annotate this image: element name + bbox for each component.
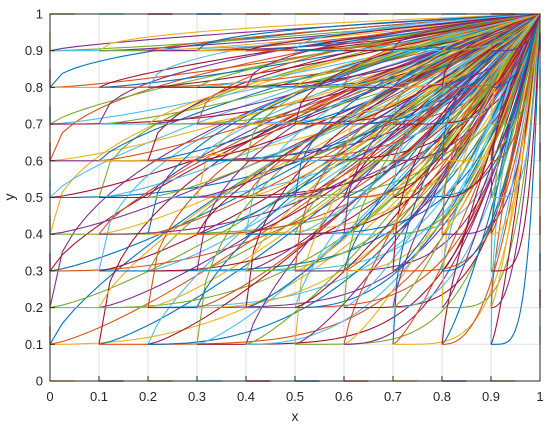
- curve-series: [343, 13, 541, 88]
- y-tick-label: 0.7: [25, 117, 43, 132]
- curve-series: [491, 13, 541, 88]
- x-tick-label: 0.2: [139, 389, 157, 404]
- y-tick-label: 0: [36, 374, 43, 389]
- curve-series: [491, 13, 541, 345]
- y-tick-label: 0.8: [25, 80, 43, 95]
- curve-series: [490, 13, 541, 162]
- curve-series: [491, 13, 541, 199]
- y-tick-label: 1: [36, 7, 43, 22]
- curve-series: [442, 13, 541, 52]
- curve-series: [392, 13, 541, 235]
- y-tick-label: 0.5: [25, 190, 43, 205]
- x-tick-label: 0.5: [286, 389, 304, 404]
- y-tick-label: 0.9: [25, 43, 43, 58]
- curve-series: [245, 13, 541, 272]
- x-tick-label: 0.1: [90, 389, 108, 404]
- curve-series: [147, 13, 541, 272]
- y-ticks: 0 0.1 0.2 0.3 0.4 0.5 0.6 0.7 0.8 0.9 1: [25, 7, 55, 389]
- curve-series: [392, 13, 541, 52]
- y-tick-label: 0.1: [25, 337, 43, 352]
- y-tick-label: 0.6: [25, 153, 43, 168]
- curve-series: [442, 13, 541, 162]
- curve-series: [490, 13, 541, 125]
- x-tick-label: 0.8: [433, 389, 451, 404]
- curve-series: [441, 13, 541, 52]
- x-tick-label: 1: [536, 389, 543, 404]
- curve-series: [392, 13, 541, 51]
- curve-series: [245, 13, 541, 309]
- curve-series: [490, 13, 541, 198]
- curve-series: [343, 13, 541, 235]
- curve-series: [295, 13, 541, 162]
- curve-series: [393, 13, 541, 235]
- curve-series: [49, 13, 541, 235]
- curve-series: [490, 13, 541, 52]
- curve-series: [392, 13, 541, 198]
- curves: [49, 13, 541, 382]
- y-axis-label: y: [1, 194, 17, 201]
- curve-series: [490, 13, 541, 235]
- curve-series: [442, 13, 541, 88]
- x-tick-label: 0.3: [188, 389, 206, 404]
- y-tick-label: 0.2: [25, 300, 43, 315]
- curve-series: [344, 13, 541, 125]
- curve-series: [392, 13, 541, 88]
- curve-series: [294, 13, 541, 125]
- x-tick-label: 0.7: [384, 389, 402, 404]
- curve-series: [490, 13, 541, 51]
- curve-series: [245, 13, 541, 52]
- curve-series: [343, 13, 541, 52]
- curve-series: [491, 13, 541, 162]
- curve-series: [490, 13, 541, 88]
- curve-series: [491, 13, 541, 235]
- x-axis-label: x: [292, 408, 299, 424]
- curve-series: [441, 13, 541, 235]
- curve-series: [147, 13, 541, 235]
- curve-series: [441, 13, 541, 52]
- curve-series: [50, 13, 541, 345]
- curve-series: [393, 13, 541, 345]
- curve-series: [442, 13, 541, 309]
- curve-series: [245, 13, 541, 52]
- curve-series: [441, 13, 541, 125]
- curve-series: [490, 13, 541, 345]
- curve-series: [294, 13, 541, 345]
- curve-series: [98, 13, 541, 52]
- curve-series: [344, 13, 541, 345]
- curve-series: [491, 13, 541, 125]
- x-tick-label: 0: [46, 389, 53, 404]
- curve-series: [491, 13, 541, 272]
- curve-series: [49, 13, 541, 309]
- curve-series: [392, 13, 541, 162]
- curve-series: [294, 13, 541, 235]
- x-ticks: 0 0.1 0.2 0.3 0.4 0.5 0.6 0.7 0.8 0.9 1: [46, 376, 544, 404]
- curve-series: [148, 13, 541, 199]
- curve-series: [490, 13, 541, 88]
- curve-series: [344, 13, 541, 199]
- curve-series: [392, 13, 541, 199]
- y-tick-label: 0.4: [25, 227, 43, 242]
- curve-series: [245, 13, 541, 125]
- curve-series: [343, 13, 541, 272]
- curve-series: [246, 13, 541, 88]
- curve-series: [343, 13, 541, 52]
- x-tick-label: 0.6: [335, 389, 353, 404]
- y-tick-label: 0.3: [25, 263, 43, 278]
- curve-series: [442, 13, 541, 199]
- curve-series: [343, 13, 541, 235]
- x-tick-label: 0.9: [482, 389, 500, 404]
- curve-series: [491, 13, 541, 52]
- curve-series: [441, 13, 541, 125]
- curve-series: [490, 13, 541, 235]
- curve-series: [196, 13, 541, 52]
- x-tick-label: 0.4: [237, 389, 255, 404]
- curve-series: [441, 13, 541, 345]
- curve-series: [294, 13, 541, 52]
- curve-series: [98, 13, 541, 52]
- curve-series: [393, 13, 541, 125]
